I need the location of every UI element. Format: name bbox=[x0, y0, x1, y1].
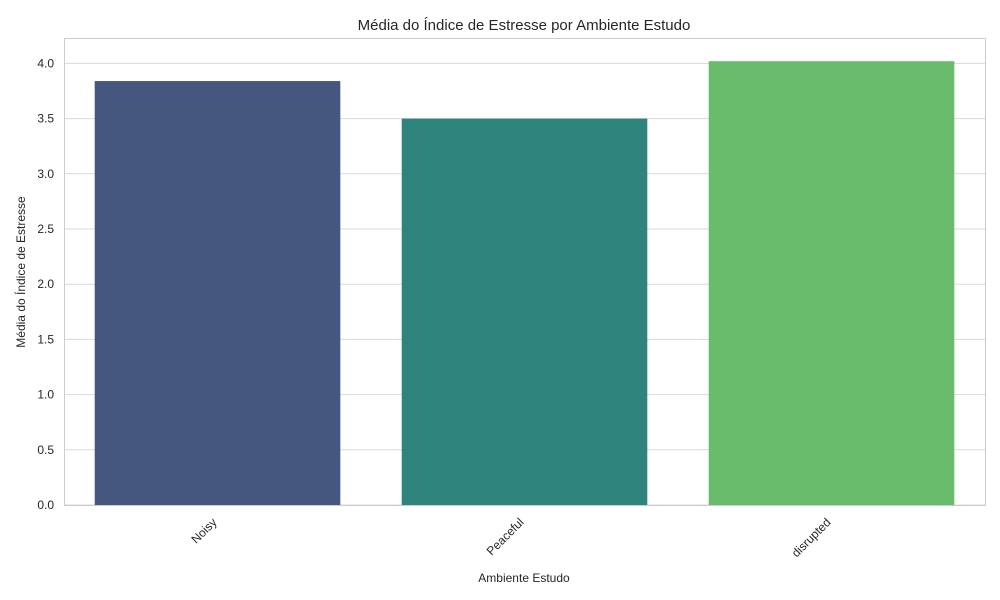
x-axis-label: Ambiente Estudo bbox=[478, 571, 570, 585]
y-tick-label: 4.0 bbox=[37, 56, 54, 70]
x-tick-label: Peaceful bbox=[484, 515, 527, 558]
y-axis-label: Média do Índice de Estresse bbox=[13, 196, 28, 348]
bar-peaceful bbox=[401, 118, 648, 505]
y-tick-labels: 0.0 0.5 1.0 1.5 2.0 2.5 3.0 3.5 4.0 bbox=[37, 56, 54, 512]
y-tick-label: 1.0 bbox=[37, 388, 54, 402]
y-tick-label: 1.5 bbox=[37, 332, 54, 346]
bar-disrupted bbox=[708, 61, 955, 506]
y-tick-label: 0.0 bbox=[37, 498, 54, 512]
x-tick-label: Noisy bbox=[188, 515, 219, 546]
y-tick-label: 3.5 bbox=[37, 112, 54, 126]
y-tick-label: 2.5 bbox=[37, 222, 54, 236]
bar-noisy bbox=[94, 81, 341, 506]
bar-layer bbox=[94, 61, 955, 506]
x-tick-label: disrupted bbox=[789, 515, 834, 560]
y-tick-label: 3.0 bbox=[37, 167, 54, 181]
y-tick-label: 2.0 bbox=[37, 277, 54, 291]
chart-title: Média do Índice de Estresse por Ambiente… bbox=[358, 17, 691, 34]
y-tick-label: 0.5 bbox=[37, 443, 54, 457]
x-tick-labels: Noisy Peaceful disrupted bbox=[188, 515, 833, 560]
plot-frame bbox=[64, 38, 986, 506]
